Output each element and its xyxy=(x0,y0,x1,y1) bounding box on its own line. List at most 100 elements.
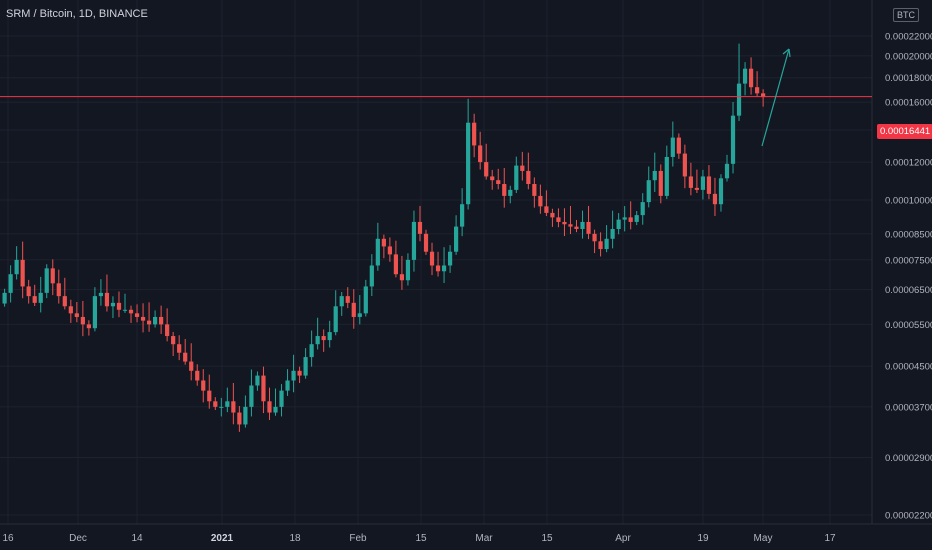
y-tick-label: 0.00010000 xyxy=(885,196,932,207)
x-tick-label: May xyxy=(754,533,773,544)
candle-body xyxy=(261,375,266,402)
candle-body xyxy=(74,313,79,317)
x-tick-label: 16 xyxy=(2,533,14,544)
candle-body xyxy=(267,401,272,413)
candle-body xyxy=(255,375,260,386)
candle-body xyxy=(652,170,657,181)
candle-body xyxy=(237,412,242,425)
currency-badge[interactable]: BTC xyxy=(893,8,919,22)
candle-body xyxy=(189,361,194,371)
candle-body xyxy=(502,184,507,196)
candle-body xyxy=(183,352,188,362)
candle-body xyxy=(207,390,212,402)
x-tick-label: 18 xyxy=(289,533,301,544)
x-tick-label: 17 xyxy=(824,533,836,544)
candle-body xyxy=(441,265,447,272)
candle-body xyxy=(393,254,398,275)
candle-body xyxy=(363,286,368,314)
y-tick-label: 0.00006500 xyxy=(885,285,932,296)
candle-body xyxy=(466,122,471,205)
candle-body xyxy=(423,233,429,252)
candle-body xyxy=(26,286,31,297)
candle-body xyxy=(514,165,519,190)
candle-body xyxy=(50,268,55,284)
candle-body xyxy=(730,115,736,164)
candle-body xyxy=(86,324,91,329)
candle-body xyxy=(165,324,170,337)
y-tick-label: 0.00002900 xyxy=(885,453,932,464)
candle-body xyxy=(68,306,73,314)
candle-body xyxy=(447,251,453,266)
x-tick-label: 14 xyxy=(131,533,143,544)
candle-body xyxy=(249,385,254,407)
candle-body xyxy=(405,259,411,281)
candle-body xyxy=(604,238,609,250)
x-tick-label: 15 xyxy=(415,533,427,544)
candle-body xyxy=(562,221,567,225)
candle-body xyxy=(327,332,332,341)
candle-body xyxy=(640,202,645,216)
candle-body xyxy=(159,316,164,325)
candle-body xyxy=(44,268,49,293)
x-tick-label: Dec xyxy=(69,533,87,544)
x-tick-label: 2021 xyxy=(211,533,234,544)
candle-body xyxy=(357,313,362,317)
candle-body xyxy=(104,292,110,307)
projection-arrowhead xyxy=(782,48,791,58)
candle-body xyxy=(586,221,591,234)
x-tick-label: Mar xyxy=(475,533,493,544)
x-tick-label: 19 xyxy=(697,533,709,544)
candle-body xyxy=(92,296,97,329)
candle-body xyxy=(387,246,392,255)
candle-body xyxy=(538,195,543,207)
candle-body xyxy=(748,68,754,88)
candle-body xyxy=(688,176,693,188)
candle-body xyxy=(345,296,350,303)
y-tick-label: 0.00022000 xyxy=(885,32,932,43)
candle-body xyxy=(122,309,128,311)
y-tick-label: 0.00003700 xyxy=(885,402,932,413)
candle-body xyxy=(20,259,25,287)
candle-body xyxy=(2,292,7,304)
y-tick-label: 0.00005500 xyxy=(885,320,932,331)
candle-body xyxy=(526,170,531,185)
candle-body xyxy=(213,401,218,407)
x-tick-label: Apr xyxy=(615,533,631,544)
candle-body xyxy=(285,380,290,391)
candle-body xyxy=(622,217,627,220)
candle-body xyxy=(98,292,104,297)
candle-body xyxy=(417,221,423,234)
candle-body xyxy=(670,137,675,157)
candle-body xyxy=(177,344,182,353)
candle-body xyxy=(381,238,386,247)
candle-body xyxy=(676,137,681,154)
candle-body xyxy=(140,316,146,321)
y-tick-label: 0.00008500 xyxy=(885,229,932,240)
candle-body xyxy=(134,313,140,317)
candle-body xyxy=(628,217,633,222)
candle-body xyxy=(664,156,669,196)
candle-body xyxy=(712,193,718,205)
candle-body xyxy=(297,370,302,376)
candle-body xyxy=(375,238,380,266)
candle-body xyxy=(56,283,61,297)
projection-arrow[interactable] xyxy=(761,48,790,147)
candle-body xyxy=(339,296,344,307)
candle-body xyxy=(610,228,615,239)
candle-body xyxy=(556,217,561,222)
candle-body xyxy=(496,180,501,185)
candle-body xyxy=(8,274,13,293)
candle-body xyxy=(472,122,477,146)
candle-body xyxy=(153,316,158,325)
candle-body xyxy=(309,344,314,358)
candle-body xyxy=(399,274,405,281)
candle-body xyxy=(32,296,37,303)
y-tick-label: 0.00016000 xyxy=(885,98,932,109)
candle-body xyxy=(544,206,549,213)
candle-body xyxy=(700,176,706,190)
candle-body xyxy=(718,178,724,205)
candle-body xyxy=(219,406,224,408)
candle-body xyxy=(369,265,374,287)
